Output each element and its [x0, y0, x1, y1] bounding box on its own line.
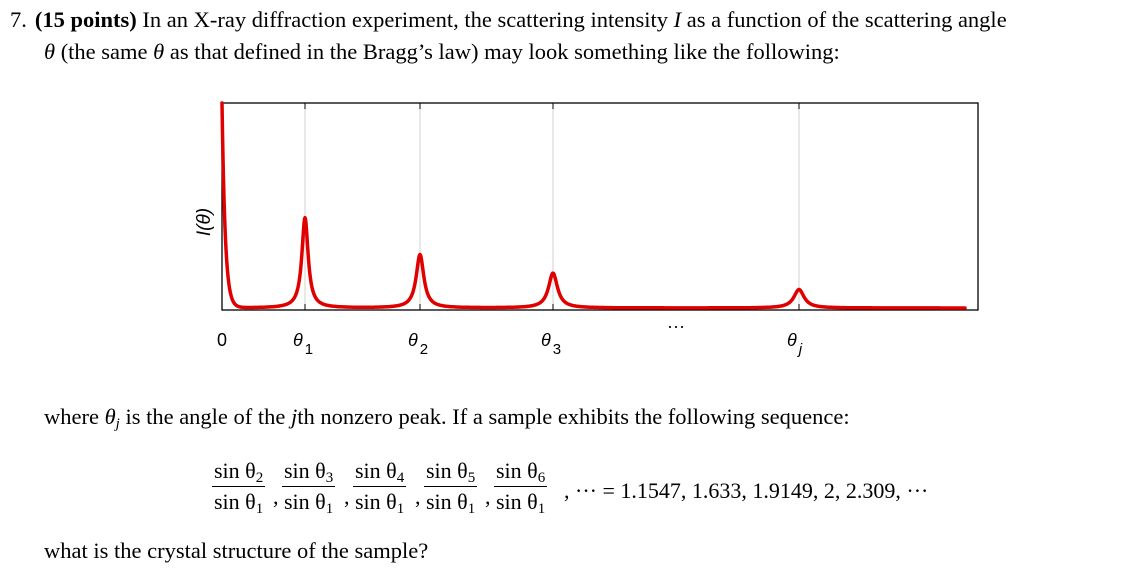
sequence-values: , ··· = 1.1547, 1.633, 1.9149, 2, 2.309,… — [564, 478, 929, 503]
fraction-comma: , — [273, 484, 279, 509]
fraction-comma: , — [344, 484, 350, 509]
axis-ellipsis: ··· — [667, 316, 685, 336]
y-axis-label: I(θ) — [194, 208, 215, 236]
fraction-numerator: sin θ5 — [424, 458, 478, 487]
theta-j-symbol: θ — [104, 404, 116, 429]
theta-symbol: θ — [44, 39, 56, 64]
fraction-4: sin θ5 sin θ1 — [424, 458, 478, 517]
fraction-denominator: sin θ1 — [214, 489, 264, 517]
question-line-2: θ (the same θ as that defined in the Bra… — [44, 39, 840, 64]
fraction-numerator: sin θ2 — [212, 458, 266, 487]
fraction-denominator: sin θ1 — [496, 489, 546, 517]
fraction-numerator: sin θ6 — [494, 458, 548, 487]
fraction-numerator: sin θ4 — [353, 458, 407, 487]
where-tail: th nonzero peak. If a sample exhibits th… — [297, 404, 850, 429]
intensity-symbol: I — [673, 7, 682, 32]
question-line-1: 7. (15 points) In an X-ray diffraction ex… — [10, 7, 1007, 32]
jth-symbol: j — [291, 404, 298, 429]
question-text-1-tail: as a function of the scattering angle — [686, 7, 1007, 32]
where-mid: is the angle of the — [125, 404, 286, 429]
where-pre: where — [44, 404, 99, 429]
fraction-denominator: sin θ1 — [355, 489, 405, 517]
fraction-2: sin θ3 sin θ1 — [282, 458, 336, 517]
question-text-2: (the same — [60, 39, 148, 64]
question-text-2-tail: as that defined in the Bragg’s law) may … — [169, 39, 840, 64]
tick-label-sub-4: j — [797, 341, 803, 358]
tick-label-0: 0 — [217, 330, 227, 350]
fraction-numerator: sin θ3 — [282, 458, 336, 487]
fraction-3: sin θ4 sin θ1 — [353, 458, 407, 517]
fraction-5: sin θ6 sin θ1 — [494, 458, 548, 517]
tick-marks — [221, 103, 800, 310]
plot-frame — [221, 102, 979, 311]
fraction-comma: , — [415, 484, 421, 509]
tick-label-sub-3: 3 — [553, 341, 561, 358]
question-number: 7. — [10, 7, 27, 32]
theta-symbol-2: θ — [153, 39, 165, 64]
where-line: where θj is the angle of the jth nonzero… — [44, 404, 850, 432]
fraction-denominator: sin θ1 — [284, 489, 334, 517]
theta-j-sub: j — [115, 416, 120, 432]
intensity-curve — [220, 101, 967, 310]
question-points: (15 points) — [34, 7, 137, 32]
fraction-comma: , — [485, 484, 491, 509]
tick-label-sub-2: 2 — [420, 341, 428, 358]
fraction-1: sin θ2 sin θ1 — [212, 458, 266, 517]
theta-j: θj — [104, 404, 120, 432]
fraction-denominator: sin θ1 — [426, 489, 476, 517]
tick-label-sub-1: 1 — [305, 341, 313, 358]
question-text-1: In an X-ray diffraction experiment, the … — [142, 7, 669, 32]
final-question: what is the crystal structure of the sam… — [44, 538, 429, 563]
